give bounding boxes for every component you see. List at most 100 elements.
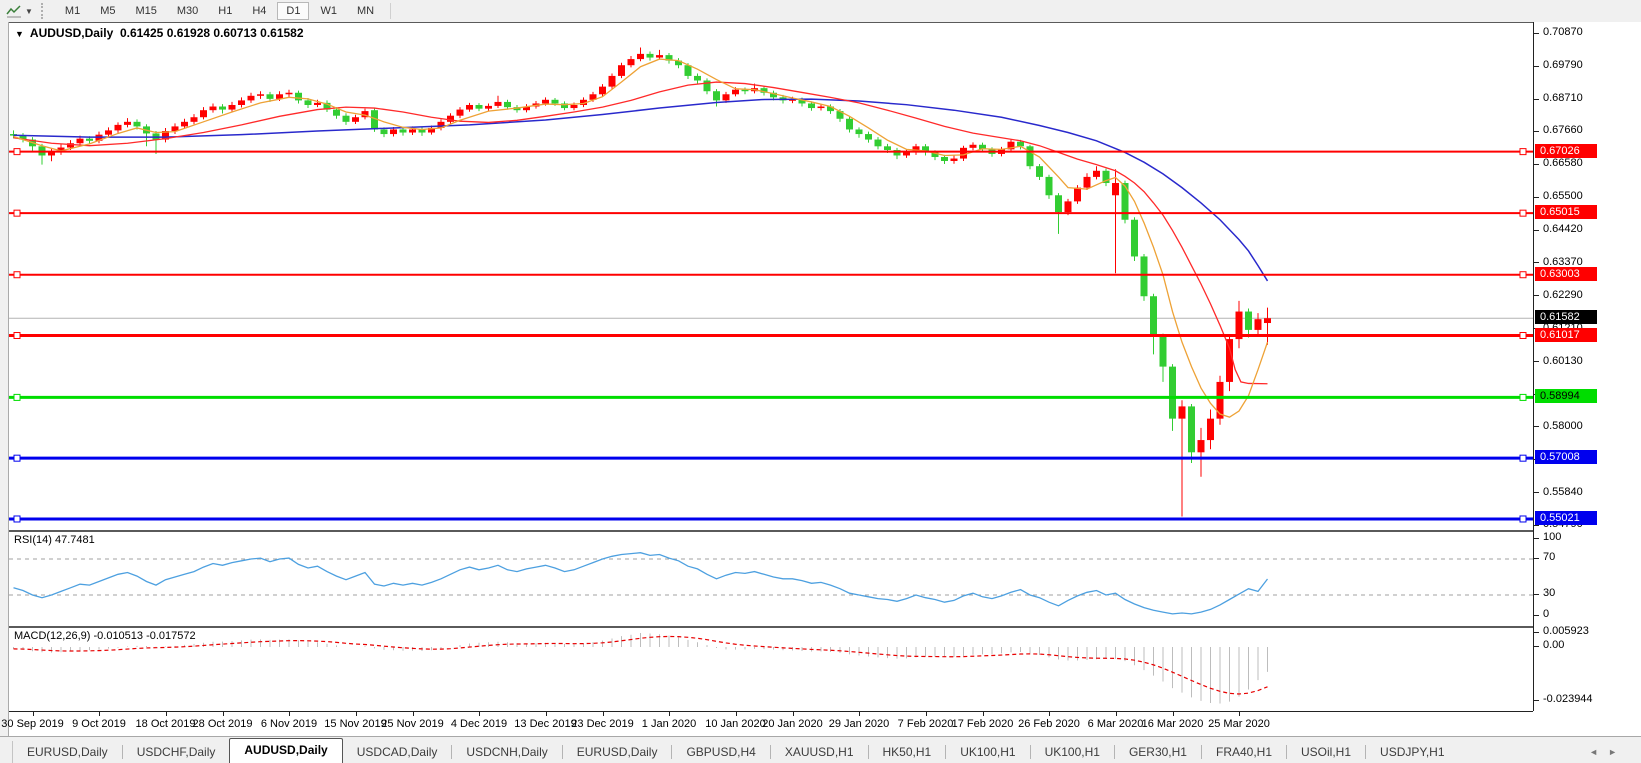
date-label: 9 Oct 2019 [72, 718, 126, 730]
tab-separator [867, 745, 869, 759]
level-price-tag-0.57008: 0.57008 [1535, 450, 1597, 465]
tab-separator [561, 745, 563, 759]
time-tick [99, 712, 100, 716]
line-handle [13, 271, 21, 279]
chart-tab-9[interactable]: UK100,H1 [960, 745, 1016, 759]
time-tick [925, 712, 927, 716]
price-high: 0.61928 [166, 26, 211, 40]
rsi-chart-canvas[interactable] [9, 532, 1533, 626]
macd-panel: MACD(12,26,9) -0.010513 -0.017572 [9, 627, 1533, 713]
timeframe-button-h1[interactable]: H1 [218, 5, 233, 17]
chart-tab-14[interactable]: USDJPY,H1 [1380, 745, 1445, 759]
chart-tool-icon[interactable] [4, 3, 24, 19]
chart-tab-11[interactable]: GER30,H1 [1128, 745, 1187, 759]
chart-tab-4[interactable]: USDCNH,Daily [466, 745, 548, 759]
date-label: 23 Dec 2019 [571, 718, 634, 730]
time-tick [479, 712, 480, 716]
price-axis[interactable]: 0.70870 0.69790 0.68710 0.67660 0.66580 0.655… [1533, 22, 1641, 711]
axis-tick-label: 0.005923 [1543, 625, 1589, 637]
date-label: 28 Oct 2019 [192, 718, 253, 730]
axis-tick-label: 100 [1543, 531, 1562, 543]
axis-tick [1534, 614, 1539, 616]
axis-tick [1534, 361, 1539, 363]
timeframe-button-m1[interactable]: M1 [64, 5, 81, 17]
axis-tick-label: 70 [1543, 551, 1556, 563]
time-tick [355, 712, 357, 716]
time-tick [32, 712, 34, 716]
macd-signal-value: -0.017572 [146, 630, 196, 642]
date-label: 29 Jan 2020 [828, 718, 890, 730]
tab-separator [1365, 745, 1367, 759]
axis-tick-label: 30 [1543, 587, 1556, 599]
time-tick [669, 712, 670, 716]
chart-tab-8[interactable]: HK50,H1 [882, 745, 932, 759]
macd-chart-canvas[interactable] [9, 628, 1533, 712]
timeframe-button-m30[interactable]: M30 [176, 5, 199, 17]
date-label: 20 Jan 2020 [762, 718, 823, 730]
line-handle [13, 148, 21, 156]
macd-histogram [13, 633, 1268, 704]
time-tick [412, 712, 414, 716]
price-low: 0.60713 [213, 26, 257, 40]
timeframe-button-h4[interactable]: H4 [252, 5, 267, 17]
line-handle [13, 393, 21, 401]
price-open: 0.61425 [119, 26, 164, 40]
macd-main-value: -0.010513 [93, 630, 144, 642]
chart-tab-6[interactable]: GBPUSD,H4 [686, 745, 756, 759]
level-price-tag-0.61017: 0.61017 [1535, 327, 1597, 342]
date-label: 26 Feb 2020 [1018, 718, 1080, 730]
date-label: 6 Nov 2019 [260, 718, 318, 730]
axis-tick [1534, 699, 1539, 701]
time-tick [602, 712, 604, 716]
axis-tick-label: 0.67660 [1543, 124, 1583, 137]
line-handle [1519, 271, 1527, 279]
tab-separator [121, 745, 123, 759]
chart-tab-0[interactable]: EURUSD,Daily [27, 745, 108, 759]
tab-separator [1200, 745, 1202, 759]
timeframe-button-m15[interactable]: M15 [135, 5, 157, 17]
rsi-label: RSI(14) 47.7481 [14, 534, 95, 546]
axis-tick [1534, 557, 1539, 559]
price-chart-canvas[interactable] [9, 23, 1533, 530]
tabbar-lead [0, 741, 13, 763]
chart-tab-10[interactable]: UK100,H1 [1044, 745, 1100, 759]
time-tick [982, 712, 984, 716]
time-axis[interactable]: 30 Sep 2019 9 Oct 2019 18 Oct 2019 28 Oct 2… [1, 711, 1533, 737]
time-tick [1115, 712, 1117, 716]
axis-tick-label: 0.65500 [1543, 190, 1583, 203]
chart-tab-13[interactable]: USOil,H1 [1301, 745, 1352, 759]
line-handle [1519, 515, 1527, 523]
price-panel: ▼ AUDUSD,Daily 0.61425 0.61928 0.60713 0.… [9, 22, 1533, 531]
axis-tick-label: 0.62290 [1543, 288, 1583, 301]
chart-tab-1[interactable]: USDCHF,Daily [136, 745, 216, 759]
timeframe-button-m5[interactable]: M5 [100, 5, 116, 17]
date-label: 1 Jan 2020 [641, 718, 697, 730]
timeframe-button-w1[interactable]: W1 [320, 5, 337, 17]
axis-tick [1534, 32, 1539, 34]
timeframe-button-d1[interactable]: D1 [277, 2, 310, 20]
line-handle [13, 454, 21, 462]
line-handle [1519, 332, 1527, 340]
chart-tab-2[interactable]: AUDUSD,Daily [229, 738, 343, 763]
chart-tab-5[interactable]: EURUSD,Daily [576, 745, 658, 759]
timeframe-button-mn[interactable]: MN [356, 5, 375, 17]
line-handle [13, 515, 21, 523]
chevron-down-icon[interactable]: ▼ [25, 6, 33, 16]
rsi-line [13, 552, 1269, 615]
date-label: 13 Dec 2019 [514, 718, 577, 730]
time-tick [1239, 712, 1240, 716]
axis-tick [1534, 593, 1539, 595]
tab-separator [1113, 745, 1115, 759]
chart-tab-7[interactable]: XAUUSD,H1 [784, 745, 854, 759]
date-label: 18 Oct 2019 [135, 718, 196, 730]
chart-tab-12[interactable]: FRA40,H1 [1215, 745, 1273, 759]
axis-tick-label: 0.66580 [1543, 157, 1583, 170]
time-tick [165, 712, 167, 716]
toolbar-grip-handle[interactable] [40, 3, 47, 19]
date-label: 15 Nov 2019 [324, 718, 387, 730]
symbol-dropdown-icon[interactable]: ▼ [15, 29, 24, 39]
time-tick [1049, 712, 1050, 716]
chart-tab-3[interactable]: USDCAD,Daily [356, 745, 438, 759]
axis-tick-label: 0.69790 [1543, 59, 1583, 72]
tab-scroll-arrows[interactable]: ◄► [1589, 747, 1627, 757]
